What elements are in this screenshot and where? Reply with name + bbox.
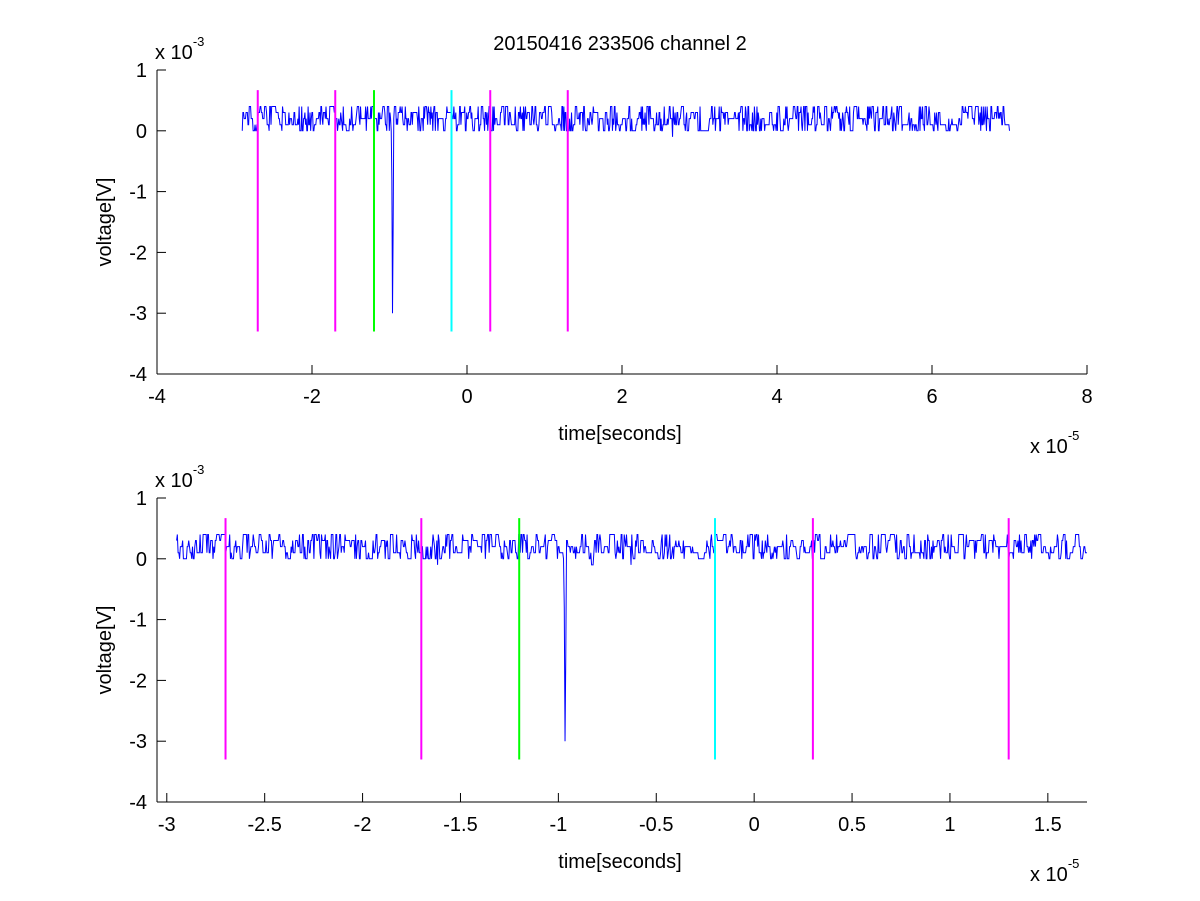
x-tick-label: -4: [148, 386, 166, 408]
x-axis-label: time[seconds]: [558, 851, 681, 873]
y-axis-label: voltage[V]: [94, 606, 116, 695]
x-tick-label: 4: [771, 386, 782, 408]
y-tick-label: -4: [129, 364, 147, 386]
y-tick-label: 0: [136, 549, 147, 571]
x-tick-label: -2: [303, 386, 321, 408]
y-axis-label: voltage[V]: [94, 178, 116, 267]
axes-full-trace: -4 -2 0 2 4 6 8 -4 -3 -2 -1 0 1 time[seconds] voltage[…: [94, 34, 1093, 458]
x-multiplier-exponent: -5: [1068, 428, 1080, 443]
y-multiplier: x 10-3: [155, 34, 204, 64]
y-tick-label: -2: [129, 670, 147, 692]
x-tick-label: -1: [549, 814, 567, 836]
x-tick-label: 8: [1081, 386, 1092, 408]
x-tick-label: 2: [616, 386, 627, 408]
x-tick-label: 1.5: [1034, 814, 1062, 836]
y-tick-label: 1: [136, 488, 147, 510]
x-tick-label: -3: [158, 814, 176, 836]
x-axis-label: time[seconds]: [558, 423, 681, 445]
voltage-trace: [241, 105, 1010, 314]
y-multiplier: x 10-3: [155, 462, 204, 492]
x-multiplier-exponent: -5: [1068, 856, 1080, 871]
y-tick-label: 0: [136, 121, 147, 143]
x-tick-label: 1: [944, 814, 955, 836]
x-multiplier: x 10-5: [1030, 428, 1079, 458]
y-tick-label: -2: [129, 242, 147, 264]
voltage-trace: [176, 533, 1087, 742]
y-tick-label: -4: [129, 792, 147, 814]
y-multiplier-exponent: -3: [193, 462, 205, 477]
x-tick-label: -2.5: [247, 814, 281, 836]
x-tick-label: -2: [354, 814, 372, 836]
x-tick-label: 0: [461, 386, 472, 408]
y-tick-label: -3: [129, 731, 147, 753]
x-tick-label: 0.5: [838, 814, 866, 836]
x-tick-label: -0.5: [639, 814, 673, 836]
y-tick-label: -1: [129, 182, 147, 204]
x-tick-label: 0: [749, 814, 760, 836]
x-tick-label: 6: [926, 386, 937, 408]
figure-title: 20150416 233506 channel 2: [493, 33, 747, 55]
x-multiplier: x 10-5: [1030, 856, 1079, 886]
y-tick-label: -1: [129, 610, 147, 632]
y-multiplier-exponent: -3: [193, 34, 205, 49]
axes-zoomed-trace: -3 -2.5 -2 -1.5 -1 -0.5 0 0.5 1 1.5 -4 -3 -2 -1 0 1 time…: [94, 462, 1087, 886]
y-tick-label: -3: [129, 303, 147, 325]
x-tick-label: -1.5: [443, 814, 477, 836]
y-tick-label: 1: [136, 60, 147, 82]
